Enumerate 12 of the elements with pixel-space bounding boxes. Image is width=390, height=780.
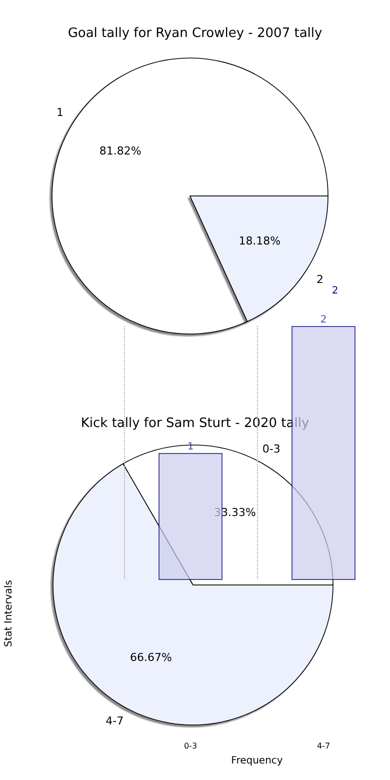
data-label: 66.67% <box>130 651 172 664</box>
data-label: 2 <box>320 314 327 326</box>
text: 2 <box>332 286 338 296</box>
x-axis-title: Frequency <box>231 756 283 766</box>
chart-title: Goal tally for Ryan Crowley - 2007 tally <box>68 26 322 41</box>
data-label: 81.82% <box>99 144 142 158</box>
slice-label: 1 <box>56 106 64 119</box>
slice-label: 2 <box>316 273 324 286</box>
y-axis-title: Stat Intervals <box>4 580 14 647</box>
data-label: 18.18% <box>238 234 281 248</box>
slice-label: 0-3 <box>262 442 280 456</box>
slice-label: 4-7 <box>106 714 124 728</box>
